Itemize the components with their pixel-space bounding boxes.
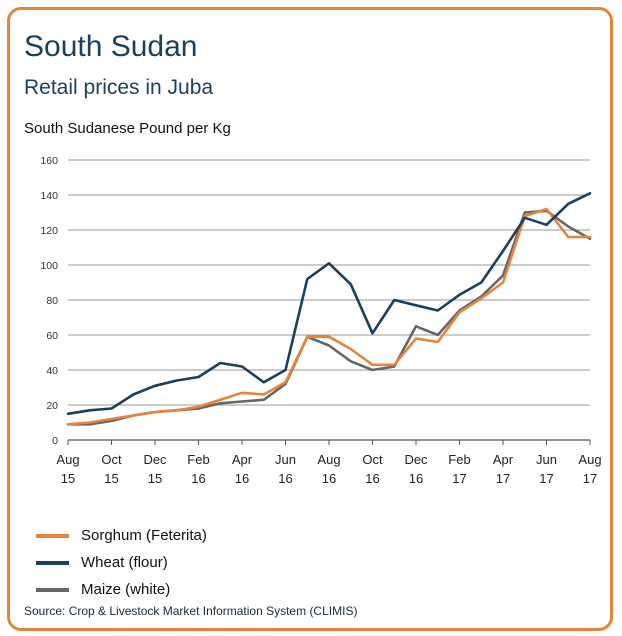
y-tick-label-60: 60	[46, 330, 58, 342]
x-tick-label-10-year: 17	[496, 471, 510, 486]
legend: Sorghum (Feterita) Wheat (flour) Maize (…	[36, 522, 207, 603]
source-note: Source: Crop & Livestock Market Informat…	[24, 604, 358, 618]
x-tick-label-10-month: Apr	[493, 452, 514, 467]
legend-label-wheat: Wheat (flour)	[81, 554, 168, 571]
x-axis-ticks: Aug 15 Oct 15 Dec 15 Feb 16 Apr 16 Jun 16 Aug 16 Oct 16…	[56, 440, 602, 486]
legend-item-maize: Maize (white)	[36, 576, 207, 603]
x-tick-label-11-month: Jun	[536, 452, 557, 467]
legend-label-sorghum: Sorghum (Feterita)	[81, 527, 207, 544]
x-tick-label-9-month: Feb	[448, 452, 470, 467]
series-line-maize	[66, 209, 592, 426]
y-tick-label-40: 40	[46, 365, 58, 377]
x-tick-label-7-year: 16	[365, 471, 379, 486]
x-tick-label-1-year: 15	[104, 471, 118, 486]
line-chart: 0 20 40 60 80 100 120 140 160 Aug 15 Oct 15 Dec 15 Feb…	[40, 155, 602, 486]
x-tick-label-0-month: Aug	[56, 452, 79, 467]
x-tick-label-6-month: Aug	[317, 452, 340, 467]
y-tick-label-120: 120	[40, 225, 58, 237]
y-tick-label-20: 20	[46, 400, 58, 412]
chart-title: South Sudan	[24, 30, 198, 63]
x-tick-label-8-month: Dec	[404, 452, 428, 467]
x-tick-label-3-year: 16	[191, 471, 205, 486]
x-tick-label-0-year: 15	[61, 471, 75, 486]
legend-swatch-maize	[36, 587, 69, 592]
legend-item-wheat: Wheat (flour)	[36, 549, 207, 576]
x-tick-label-4-month: Apr	[232, 452, 253, 467]
y-tick-label-140: 140	[40, 190, 58, 202]
legend-swatch-sorghum	[36, 533, 69, 538]
legend-swatch-wheat	[36, 560, 69, 565]
series-line-wheat	[66, 192, 592, 416]
x-tick-label-5-year: 16	[278, 471, 292, 486]
y-axis-label: South Sudanese Pound per Kg	[24, 120, 231, 137]
x-tick-label-4-year: 16	[235, 471, 249, 486]
y-axis-ticks: 0 20 40 60 80 100 120 140 160	[40, 155, 58, 447]
x-tick-label-6-year: 16	[322, 471, 336, 486]
x-tick-label-7-month: Oct	[362, 452, 383, 467]
y-tick-label-80: 80	[46, 295, 58, 307]
x-tick-label-3-month: Feb	[187, 452, 209, 467]
chart-subtitle: Retail prices in Juba	[24, 76, 214, 99]
series-lines	[66, 192, 592, 426]
x-tick-label-1-month: Oct	[101, 452, 122, 467]
series-line-sorghum	[66, 207, 592, 426]
legend-label-maize: Maize (white)	[81, 581, 171, 598]
x-tick-label-5-month: Jun	[275, 452, 296, 467]
x-tick-label-12-year: 17	[583, 471, 597, 486]
chart-card: South Sudan Retail prices in Juba South …	[7, 7, 613, 631]
x-tick-label-12-month: Aug	[578, 452, 601, 467]
x-tick-label-2-year: 15	[148, 471, 162, 486]
y-tick-label-160: 160	[40, 155, 58, 167]
x-tick-label-9-year: 17	[452, 471, 466, 486]
x-tick-label-8-year: 16	[409, 471, 423, 486]
x-tick-label-2-month: Dec	[143, 452, 167, 467]
legend-item-sorghum: Sorghum (Feterita)	[36, 522, 207, 549]
gridlines	[68, 159, 590, 441]
y-tick-label-0: 0	[52, 435, 58, 447]
x-tick-label-11-year: 17	[539, 471, 553, 486]
y-tick-label-100: 100	[40, 260, 58, 272]
